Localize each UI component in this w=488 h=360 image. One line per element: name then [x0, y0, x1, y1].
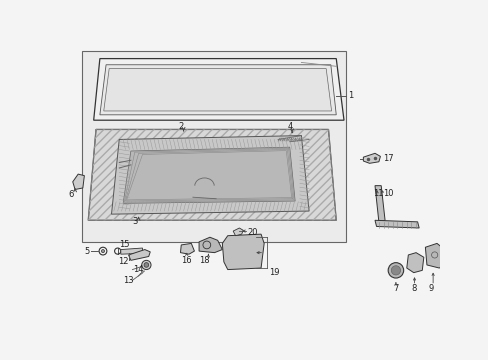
FancyBboxPatch shape: [82, 51, 345, 242]
Polygon shape: [121, 248, 142, 254]
Circle shape: [142, 260, 151, 270]
Polygon shape: [199, 237, 222, 253]
Polygon shape: [88, 130, 336, 220]
Polygon shape: [374, 220, 418, 228]
Text: 14: 14: [133, 265, 143, 274]
Text: 9: 9: [428, 284, 433, 293]
Circle shape: [144, 263, 148, 267]
Text: 16: 16: [181, 256, 192, 265]
Polygon shape: [128, 249, 150, 260]
Text: 7: 7: [392, 284, 398, 293]
Circle shape: [387, 263, 403, 278]
Polygon shape: [363, 153, 380, 163]
Polygon shape: [425, 243, 446, 268]
Text: 8: 8: [410, 284, 416, 293]
Circle shape: [101, 249, 104, 253]
Text: 12: 12: [118, 257, 128, 266]
Polygon shape: [233, 228, 243, 236]
Circle shape: [390, 266, 400, 275]
Text: 5: 5: [84, 247, 89, 256]
Text: 20: 20: [246, 228, 257, 237]
Text: 6: 6: [68, 190, 74, 199]
Polygon shape: [180, 243, 194, 254]
Text: 2: 2: [178, 122, 183, 131]
Polygon shape: [103, 69, 331, 111]
Text: 1: 1: [347, 91, 352, 100]
Text: 19: 19: [268, 268, 279, 277]
Text: 13: 13: [123, 276, 134, 285]
Text: 10: 10: [382, 189, 392, 198]
Polygon shape: [73, 174, 84, 189]
Polygon shape: [123, 147, 295, 203]
Polygon shape: [374, 186, 384, 222]
Polygon shape: [406, 253, 423, 273]
Polygon shape: [222, 234, 264, 270]
Text: 11: 11: [372, 189, 383, 198]
Text: 18: 18: [199, 256, 209, 265]
Polygon shape: [94, 59, 343, 120]
Text: 15: 15: [119, 240, 129, 249]
Polygon shape: [111, 136, 308, 214]
Text: 17: 17: [383, 154, 393, 163]
Polygon shape: [100, 65, 336, 115]
Text: 4: 4: [286, 122, 292, 131]
Text: 3: 3: [132, 217, 137, 226]
